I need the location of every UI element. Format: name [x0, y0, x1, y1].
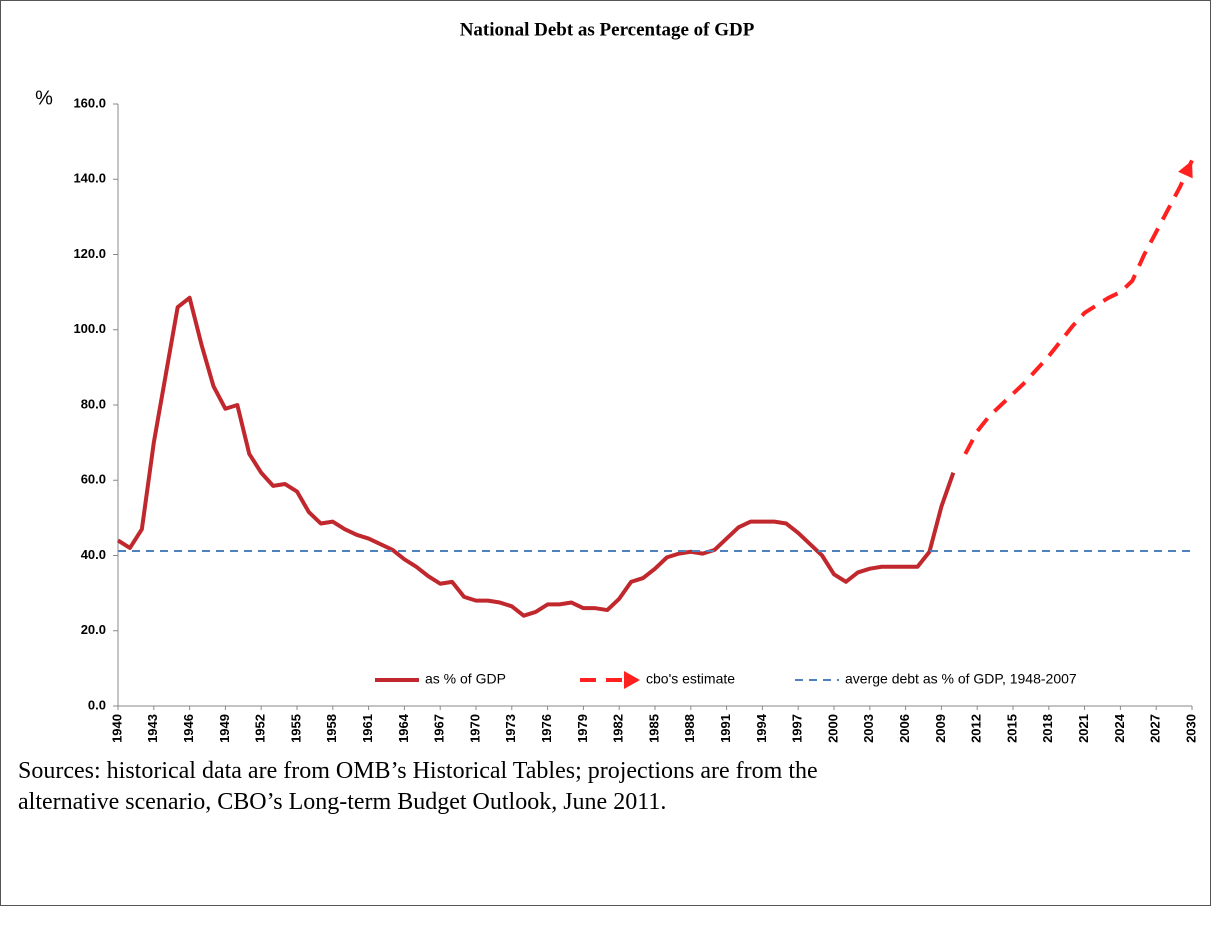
legend-label: averge debt as % of GDP, 1948-2007: [845, 671, 1077, 687]
x-tick-label: 1985: [646, 714, 661, 743]
y-tick-label: 0.0: [88, 697, 106, 712]
x-tick-label: 2000: [825, 714, 840, 743]
y-tick-label: 20.0: [81, 622, 106, 637]
legend-label: cbo's estimate: [646, 671, 735, 687]
x-tick-label: 1964: [396, 713, 411, 743]
source-note: Sources: historical data are from OMB’s …: [18, 758, 818, 815]
x-tick-label: 1958: [324, 714, 339, 743]
x-tick-label: 1982: [611, 714, 626, 743]
x-tick-label: 2018: [1040, 714, 1055, 743]
arrow-head: [1178, 160, 1193, 179]
series-line: [963, 159, 1194, 455]
x-tick-label: 2027: [1148, 714, 1163, 743]
x-tick-label: 2030: [1183, 714, 1198, 743]
x-tick-label: 1946: [181, 714, 196, 743]
chart-title: National Debt as Percentage of GDP: [460, 19, 755, 40]
frame: [0, 0, 1211, 906]
x-tick-label: 1997: [790, 714, 805, 743]
x-tick-label: 1988: [682, 714, 697, 743]
x-tick-label: 1994: [754, 713, 769, 743]
x-tick-label: 1967: [432, 714, 447, 743]
x-tick-label: 2012: [969, 714, 984, 743]
x-tick-label: 1961: [360, 714, 375, 743]
y-tick-label: 40.0: [81, 547, 106, 562]
x-tick-label: 1940: [109, 714, 124, 743]
series-line: [116, 295, 956, 618]
legend-label: as % of GDP: [425, 671, 506, 687]
legend-arrow: [624, 671, 640, 689]
x-tick-label: 1952: [253, 714, 268, 743]
y-tick-label: 80.0: [81, 396, 106, 411]
y-tick-label: 60.0: [81, 472, 106, 487]
x-tick-label: 1949: [217, 714, 232, 743]
x-tick-label: 1955: [288, 714, 303, 743]
y-tick-label: 140.0: [73, 171, 106, 186]
x-tick-label: 1943: [145, 714, 160, 743]
x-tick-label: 2009: [933, 714, 948, 743]
x-tick-label: 1976: [539, 714, 554, 743]
x-tick-label: 2003: [861, 714, 876, 743]
x-tick-label: 1970: [467, 714, 482, 743]
x-tick-label: 1979: [575, 714, 590, 743]
x-tick-label: 2021: [1076, 714, 1091, 743]
y-tick-label: 120.0: [73, 246, 106, 261]
y-tick-label: 160.0: [73, 95, 106, 110]
y-tick-label: 100.0: [73, 321, 106, 336]
x-tick-label: 2015: [1004, 714, 1019, 743]
x-tick-label: 1973: [503, 714, 518, 743]
y-axis-label: %: [35, 87, 53, 109]
x-tick-label: 1991: [718, 714, 733, 743]
x-tick-label: 2006: [897, 714, 912, 743]
x-tick-label: 2024: [1112, 713, 1127, 743]
